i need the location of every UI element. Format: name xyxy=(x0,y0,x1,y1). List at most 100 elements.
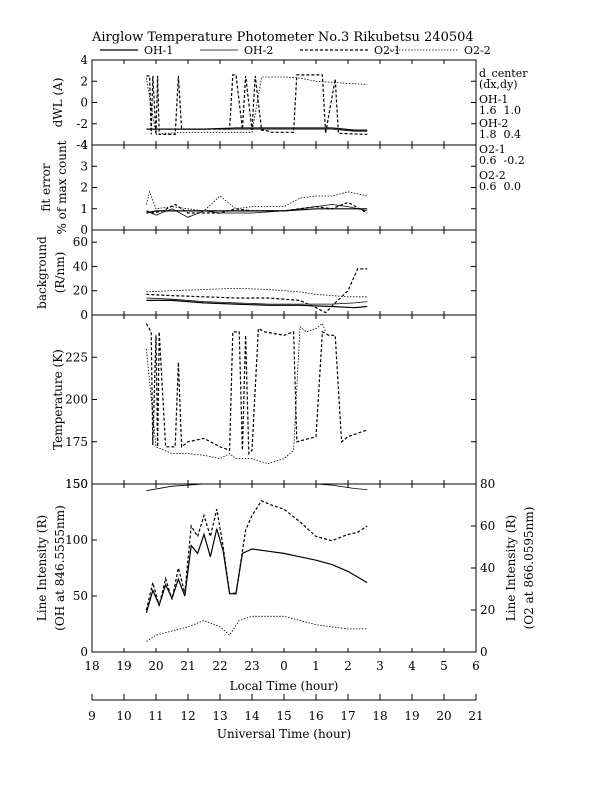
legend-swatch-oh2 xyxy=(200,49,238,51)
panel-0-ylabel: dWL (A) xyxy=(51,78,65,128)
panel-1-ylabel-line1: fit error xyxy=(39,163,53,211)
panel-2-ylabel-line1: background xyxy=(35,236,49,309)
lt-xtick-label-7: 1 xyxy=(312,659,320,673)
legend-label-o2-1: O2-1 xyxy=(374,44,401,57)
panel-4-ytick-label-2: 100 xyxy=(65,533,88,547)
lt-xtick-label-1: 19 xyxy=(116,659,131,673)
panel-0-ytick-label-4: 4 xyxy=(80,53,88,67)
lt-xtick-label-10: 4 xyxy=(408,659,416,673)
note-oh1: OH-1 1.6 1.0 xyxy=(479,93,521,117)
ut-xtick-label-4: 13 xyxy=(212,709,227,723)
note-oh2: OH-2 1.8 0.4 xyxy=(479,117,521,141)
ut-xtick-label-9: 18 xyxy=(372,709,387,723)
note-o2-2: O2-2 0.6 0.0 xyxy=(479,169,521,193)
panel-1-series-o2-2 xyxy=(146,190,368,212)
panel-4-series-o2-2 xyxy=(146,615,368,642)
panel-0-ytick-label-3: 2 xyxy=(80,74,88,88)
lt-xtick-label-0: 18 xyxy=(84,659,99,673)
panel-4-series-oh-1 xyxy=(145,528,368,613)
note-o2-1: O2-1 0.6 -0.2 xyxy=(479,143,525,167)
panel-4-ytick-label-3: 150 xyxy=(65,477,88,491)
panel-0-ytick-label-0: -4 xyxy=(76,138,88,152)
lt-xtick-label-12: 6 xyxy=(472,659,480,673)
panel-frame-4 xyxy=(91,483,477,653)
lt-xtick-label-11: 5 xyxy=(440,659,448,673)
panel-4-ytick-right-label-0: 0 xyxy=(480,645,488,659)
panel-3-ytick-label-1: 175 xyxy=(65,435,88,449)
chart-title: Airglow Temperature Photometer No.3 Riku… xyxy=(92,30,474,45)
lt-xtick-label-2: 20 xyxy=(148,659,163,673)
panel-1-ytick-label-0: 0 xyxy=(80,223,88,237)
legend-item-oh2: OH-2 xyxy=(200,44,273,57)
panel-4-ytick-right-label-4: 80 xyxy=(480,477,495,491)
legend-swatch-o2-2 xyxy=(390,49,458,51)
ut-xtick-label-1: 10 xyxy=(116,709,131,723)
panel-4-ytick-label-1: 50 xyxy=(73,589,88,603)
panel-4-ylabel-line2: (OH at 846.5555nm) xyxy=(53,505,67,631)
legend-item-oh1: OH-1 xyxy=(100,44,173,57)
legend-swatch-o2-1 xyxy=(300,49,368,51)
panel-frame-0 xyxy=(91,59,477,146)
panel-4-series-o2-1 xyxy=(145,500,368,611)
lt-xtick-label-6: 0 xyxy=(280,659,288,673)
legend-label-oh1: OH-1 xyxy=(144,44,174,57)
ut-xtick-label-0: 9 xyxy=(88,709,96,723)
lt-xtick-label-5: 23 xyxy=(244,659,259,673)
lt-xtick-label-9: 3 xyxy=(376,659,384,673)
legend-swatch-oh1 xyxy=(100,49,138,51)
panel-1-ylabel-line2: % of max count xyxy=(55,140,69,234)
panel-2-ytick-label-0: 0 xyxy=(80,308,88,322)
ut-xtick-label-6: 15 xyxy=(276,709,291,723)
legend-label-o2-2: O2-2 xyxy=(464,44,491,57)
panel-4-ytick-label-0: 0 xyxy=(80,645,88,659)
legend-item-o2-1: O2-1 xyxy=(300,44,401,57)
panel-0-series-o2-2 xyxy=(146,76,368,135)
lt-xlabel: Local Time (hour) xyxy=(230,679,339,693)
lt-xtick-label-4: 22 xyxy=(212,659,227,673)
panel-2-series-oh-1 xyxy=(146,299,368,309)
panel-2-series-o2-2 xyxy=(146,287,368,298)
panel-4-ytick-right-label-1: 20 xyxy=(480,603,495,617)
panel-1-ytick-label-3: 3 xyxy=(80,159,88,173)
panel-1-series-oh-2 xyxy=(146,204,368,218)
ut-xtick-label-3: 12 xyxy=(180,709,195,723)
panel-3-series-o2-2 xyxy=(146,322,326,465)
panel-2-series-o2-1 xyxy=(146,268,368,314)
legend-label-oh2: OH-2 xyxy=(244,44,274,57)
panel-2-ytick-label-2: 40 xyxy=(73,259,88,273)
ut-xtick-label-12: 21 xyxy=(468,709,483,723)
panel-4-series-oh-2 xyxy=(146,484,368,492)
panel-frame-3 xyxy=(91,314,477,485)
lt-xtick-label-8: 2 xyxy=(344,659,352,673)
panel-frame-1 xyxy=(91,144,477,231)
panel-3-ylabel: Temperature (K) xyxy=(51,349,65,450)
note-d-center: d_center (dx,dy) xyxy=(479,67,528,91)
panel-4-ylabel-right-line1: Line Intensity (R) xyxy=(504,515,518,621)
legend-item-o2-2: O2-2 xyxy=(390,44,491,57)
panel-1-ytick-label-4: 4 xyxy=(80,138,88,152)
panel-2-ytick-label-3: 60 xyxy=(73,235,88,249)
panel-1-series-o2-1 xyxy=(146,201,368,214)
panel-4-ytick-right-label-3: 60 xyxy=(480,519,495,533)
ut-xtick-label-11: 20 xyxy=(436,709,451,723)
panel-3-ytick-label-3: 225 xyxy=(65,350,88,364)
ut-xtick-label-5: 14 xyxy=(244,709,260,723)
panel-3-ytick-label-0: 150 xyxy=(65,477,88,491)
panel-2-ylabel-line2: (R/nm) xyxy=(53,252,67,294)
panel-4-ytick-right-label-2: 40 xyxy=(480,561,495,575)
panel-0-ytick-label-1: -2 xyxy=(76,117,88,131)
panel-0-series-o2-1 xyxy=(146,74,368,135)
panel-3-ytick-label-2: 200 xyxy=(65,393,88,407)
panel-0-ytick-label-2: 0 xyxy=(80,96,88,110)
ut-xtick-label-7: 16 xyxy=(308,709,323,723)
panel-2-series-oh-2 xyxy=(146,297,368,305)
ut-xlabel: Universal Time (hour) xyxy=(217,727,351,741)
ut-xtick-label-10: 19 xyxy=(404,709,419,723)
panel-0-series-oh-2 xyxy=(146,128,368,132)
panel-1-ytick-label-2: 2 xyxy=(80,181,88,195)
ut-xtick-label-2: 11 xyxy=(148,709,163,723)
panel-3-series-o2-1 xyxy=(145,323,368,456)
ut-xtick-label-8: 17 xyxy=(340,709,355,723)
panel-2-ytick-label-1: 20 xyxy=(73,284,88,298)
panel-1-ytick-label-1: 1 xyxy=(80,202,88,216)
